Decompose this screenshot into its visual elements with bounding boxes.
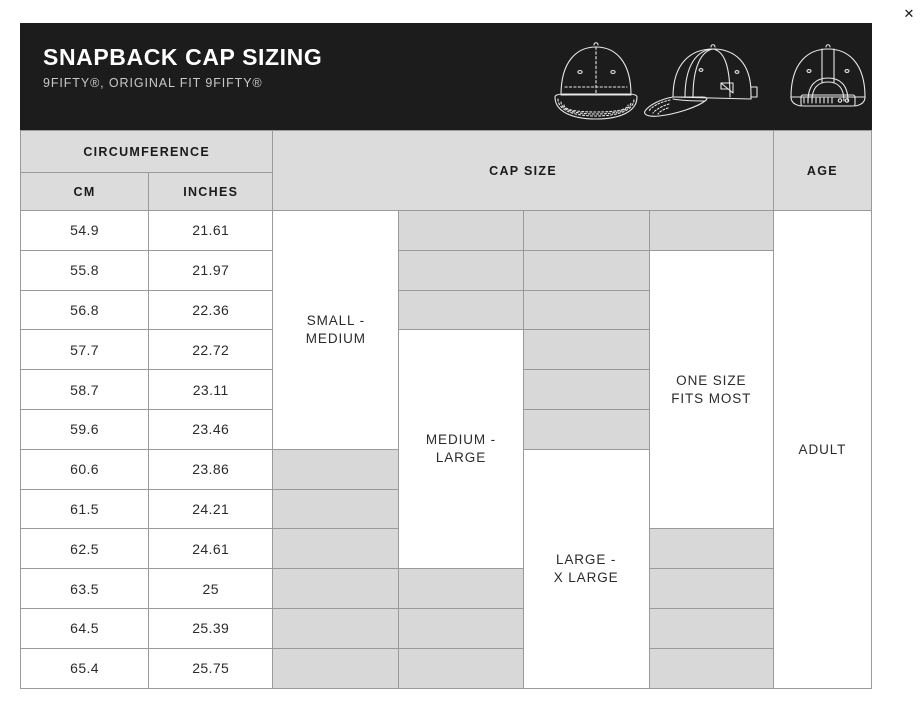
cap-size-band-empty [522, 289, 650, 331]
cell-cm: 62.5 [19, 528, 150, 570]
cap-back-view [790, 44, 866, 107]
table-body: 54.9 21.61 SMALL - MEDIUM ADULT 55.8 21.97 ONE… [19, 210, 873, 689]
table-header-row-sub: CM INCHES [19, 172, 872, 211]
header-inches: INCHES [148, 172, 274, 211]
cell-inches: 25 [148, 568, 274, 609]
cell-cm: 54.9 [19, 210, 150, 251]
cell-cm: 60.6 [19, 448, 150, 490]
cell-inches: 23.11 [148, 369, 274, 410]
cell-cm: 65.4 [19, 647, 150, 689]
cap-size-band-empty [522, 408, 650, 450]
cell-inches: 24.61 [148, 528, 274, 570]
sizing-card: SNAPBACK CAP SIZING 9FIFTY®, ORIGINAL FI… [19, 23, 873, 689]
cell-cm: 57.7 [19, 329, 150, 371]
cap-size-band-empty [398, 210, 524, 251]
cap-size-band: SMALL - MEDIUM [272, 210, 400, 450]
cell-inches: 25.75 [148, 647, 274, 689]
cap-size-band-empty [398, 647, 524, 689]
page-title: SNAPBACK CAP SIZING [43, 44, 323, 70]
page-subtitle: 9FIFTY®, ORIGINAL FIT 9FIFTY® [43, 76, 263, 90]
table-row: 64.5 25.39 [19, 607, 872, 649]
header-age: AGE [772, 130, 873, 211]
table-header-row-top: CIRCUMFERENCE CAP SIZE AGE [19, 130, 873, 211]
cell-cm: 56.8 [19, 289, 150, 331]
table-row: 56.8 22.36 [19, 289, 872, 331]
table-row: 63.5 25 [19, 568, 872, 609]
cap-size-band-empty [648, 568, 774, 609]
table-row: 58.7 23.11 [19, 369, 872, 410]
cap-side-view [644, 44, 758, 117]
cap-size-band: LARGE - X LARGE [522, 448, 650, 689]
cap-front-view [554, 42, 638, 120]
cell-inches: 24.21 [148, 488, 274, 530]
cap-size-band-empty [648, 210, 774, 251]
cap-size-band-empty [522, 249, 650, 291]
header-text-block: SNAPBACK CAP SIZING 9FIFTY®, ORIGINAL FI… [43, 44, 322, 91]
cell-inches: 25.39 [148, 607, 274, 649]
cap-size-band-empty [648, 528, 774, 570]
table-head: CIRCUMFERENCE CAP SIZE AGE CM INCHES [19, 130, 873, 211]
cell-inches: 22.72 [148, 329, 274, 371]
table-row: 54.9 21.61 SMALL - MEDIUM ADULT [19, 210, 873, 689]
close-icon[interactable]: ✕ [903, 6, 915, 21]
sizing-table: CIRCUMFERENCE CAP SIZE AGE CM INCHES 54.… [19, 130, 873, 689]
header-cap-size: CAP SIZE [272, 130, 774, 211]
cap-size-band-empty [398, 249, 524, 291]
cap-size-band-empty [272, 568, 400, 609]
cell-inches: 21.97 [148, 249, 274, 291]
cap-size-band-empty [398, 289, 524, 331]
cell-inches: 23.86 [148, 448, 274, 490]
cell-cm: 59.6 [19, 408, 150, 450]
cap-size-band-empty [522, 210, 650, 251]
cell-cm: 61.5 [19, 488, 150, 530]
cell-cm: 55.8 [19, 249, 150, 291]
cap-size-band-empty [398, 568, 524, 609]
table-row: 57.7 22.72 MEDIUM - LARGE [19, 329, 872, 570]
card-header: SNAPBACK CAP SIZING 9FIFTY®, ORIGINAL FI… [20, 23, 872, 130]
table-row: 65.4 25.75 [19, 647, 872, 689]
table-row: 60.6 23.86 LARGE - X LARGE [19, 448, 872, 689]
header-cm: CM [19, 172, 150, 211]
cap-size-band: MEDIUM - LARGE [398, 329, 524, 570]
cap-illustrations [525, 31, 870, 126]
cell-age: ADULT [772, 210, 873, 689]
cap-size-band-empty [398, 607, 524, 649]
cell-cm: 63.5 [19, 568, 150, 609]
cap-size-band-empty [272, 448, 400, 490]
cap-size-band-empty [272, 647, 400, 689]
cell-inches: 22.36 [148, 289, 274, 331]
cap-size-band-empty [522, 329, 650, 371]
cap-size-band-empty [272, 488, 400, 530]
table-row: 59.6 23.46 [19, 408, 872, 450]
cap-size-band-empty [648, 647, 774, 689]
cap-size-band-empty [272, 607, 400, 649]
cell-inches: 23.46 [148, 408, 274, 450]
cap-size-band-empty [648, 607, 774, 649]
cell-cm: 64.5 [19, 607, 150, 649]
cap-size-band-empty [522, 369, 650, 410]
cap-size-band: ONE SIZE FITS MOST [648, 249, 774, 530]
cell-cm: 58.7 [19, 369, 150, 410]
cap-size-band-empty [272, 528, 400, 570]
table-row: 55.8 21.97 ONE SIZE FITS MOST [19, 249, 872, 530]
cell-inches: 21.61 [148, 210, 274, 251]
header-circumference: CIRCUMFERENCE [19, 130, 274, 173]
